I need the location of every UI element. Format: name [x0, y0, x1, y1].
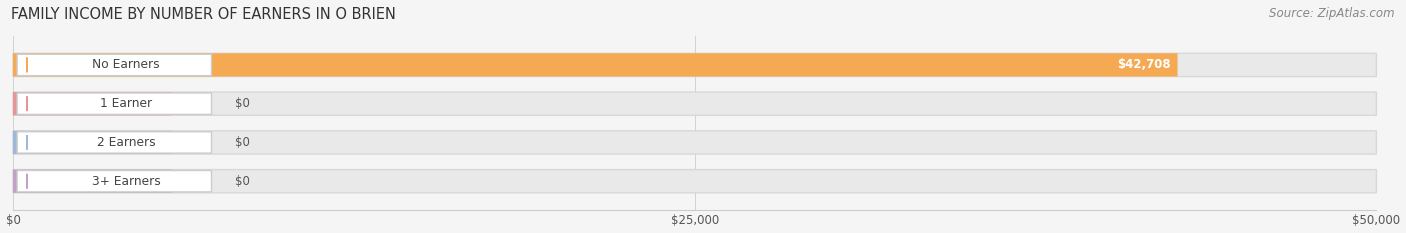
Text: $0: $0 [235, 97, 250, 110]
FancyBboxPatch shape [13, 53, 1178, 77]
FancyBboxPatch shape [13, 170, 1376, 193]
FancyBboxPatch shape [13, 92, 172, 115]
FancyBboxPatch shape [17, 171, 211, 192]
Text: $42,708: $42,708 [1118, 58, 1171, 72]
FancyBboxPatch shape [13, 131, 1376, 154]
Text: 3+ Earners: 3+ Earners [91, 175, 160, 188]
Text: 1 Earner: 1 Earner [100, 97, 152, 110]
FancyBboxPatch shape [13, 92, 1376, 115]
Text: $0: $0 [235, 175, 250, 188]
FancyBboxPatch shape [13, 131, 172, 154]
FancyBboxPatch shape [17, 54, 211, 76]
Text: Source: ZipAtlas.com: Source: ZipAtlas.com [1270, 7, 1395, 20]
Text: FAMILY INCOME BY NUMBER OF EARNERS IN O BRIEN: FAMILY INCOME BY NUMBER OF EARNERS IN O … [11, 7, 396, 22]
Text: 2 Earners: 2 Earners [97, 136, 155, 149]
FancyBboxPatch shape [17, 132, 211, 153]
FancyBboxPatch shape [13, 53, 1376, 77]
Text: $0: $0 [235, 136, 250, 149]
Text: No Earners: No Earners [93, 58, 160, 72]
FancyBboxPatch shape [13, 170, 172, 193]
FancyBboxPatch shape [17, 93, 211, 114]
